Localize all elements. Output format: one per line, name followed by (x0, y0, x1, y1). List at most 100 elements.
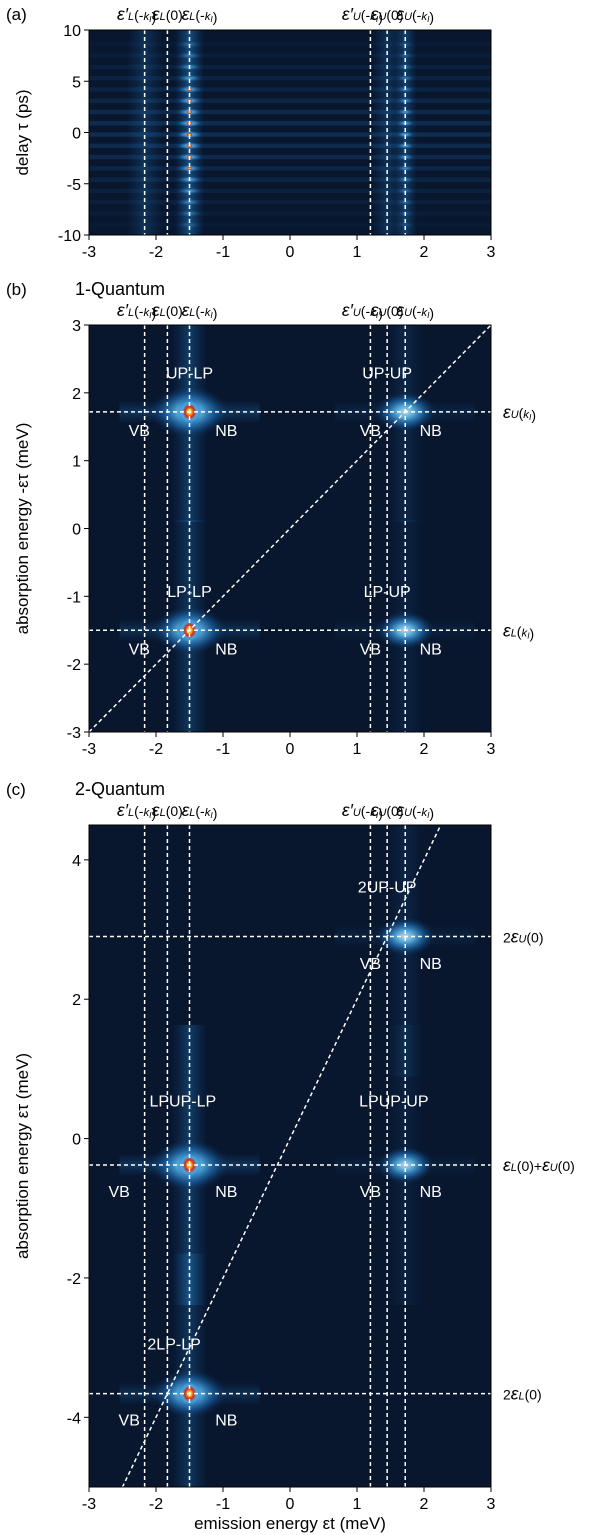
x-tick-label: -2 (149, 244, 163, 261)
vline-label: ε′U(-kI) (342, 800, 383, 821)
y-tick-label: -2 (67, 657, 81, 674)
y-tick-label: -3 (67, 725, 81, 742)
y-axis-label: absorption energy -ετ (meV) (13, 423, 32, 635)
fringe-spot (175, 198, 204, 207)
hline-label: 2εU(0) (503, 926, 544, 946)
vline-label: εU(-kI) (396, 800, 434, 821)
x-tick-label: 1 (353, 244, 362, 261)
x-tick-label: 3 (487, 1496, 496, 1513)
y-tick-label: -2 (67, 1271, 81, 1288)
heatmap-area (89, 30, 491, 235)
peak-annotation: NB (215, 1184, 237, 1201)
fringe-spot-u (395, 52, 416, 60)
x-tick-label: 2 (420, 741, 429, 758)
fringe-spot-u (395, 131, 416, 139)
fringe-spot (175, 220, 204, 229)
x-tick-label: -3 (82, 741, 96, 758)
vline-label: ε′L(-kI) (117, 800, 156, 821)
vline-label: εU(-kI) (396, 300, 434, 321)
hline-label: εL(0)+εU(0) (503, 1155, 575, 1175)
peak-annotation: NB (215, 642, 237, 659)
fringe-stripe (89, 177, 491, 182)
y-tick-label: 2 (72, 992, 81, 1009)
peak-annotation: VB (129, 642, 150, 659)
fringe-spot-u (395, 187, 416, 195)
fringe-stripe (89, 211, 491, 216)
diagonal-line (121, 825, 442, 1487)
y-tick-label: -10 (58, 228, 81, 245)
fringe-stripe (89, 154, 491, 160)
y-tick-label: 0 (72, 126, 81, 143)
peak-annotation: NB (215, 423, 237, 440)
peak-annotation: NB (420, 642, 442, 659)
fringe-spot-u (395, 74, 416, 82)
y-tick-label: 10 (63, 23, 81, 40)
vline-label: εU(-kI) (396, 4, 434, 25)
peak-annotation: VB (360, 956, 381, 973)
fringe-spot-u (395, 164, 416, 172)
fringe-spot (175, 51, 204, 60)
fringe-stripe (89, 75, 491, 81)
vline-label: ε′U(-kI) (342, 4, 383, 25)
fringe-hot (183, 131, 196, 139)
fringe-stripe (89, 98, 491, 103)
vline-label: εL(-kI) (182, 4, 218, 25)
fringe-spot-u (395, 221, 416, 229)
peak-annotation: LP-LP (167, 584, 211, 601)
panel-b: (b) 1-Quantum UP-LP VB NB UP-UP VB NB LP-LP VB NB L… (6, 279, 536, 758)
x-tick-label: 1 (353, 741, 362, 758)
y-tick-label: -1 (67, 589, 81, 606)
fringe-spot (175, 74, 204, 83)
diagonal-line (89, 325, 491, 732)
vline-label: εL(0) (152, 800, 183, 820)
y-tick-label: 0 (72, 522, 81, 539)
x-tick-label: 2 (420, 244, 429, 261)
peak-annotation: 2LP-LP (147, 1336, 200, 1353)
heatmap-area: 2UP-UP VB NB LPUP-LP LPUP-UP VB NB VB NB 2LP-LP VB… (89, 825, 491, 1487)
panel-subtitle: 2-Quantum (75, 779, 165, 799)
y-axis-label: delay τ (ps) (13, 89, 32, 175)
y-tick-label: -5 (67, 177, 81, 194)
vline-label: ε′L(-kI) (117, 4, 156, 25)
x-tick-label: 0 (286, 1496, 295, 1513)
fringe-stripe (89, 53, 491, 58)
heatmap-area: UP-LP VB NB UP-UP VB NB LP-LP VB NB LP-UP VB NB (89, 325, 491, 732)
peak-annotation: VB (360, 423, 381, 440)
x-tick-label: 0 (286, 741, 295, 758)
peak-annotation: VB (360, 642, 381, 659)
peak-annotation: LPUP-UP (359, 1093, 428, 1110)
x-tick-label: 3 (487, 244, 496, 261)
peak-annotation: NB (420, 956, 442, 973)
fringe-stripe (89, 188, 491, 194)
x-tick-label: 3 (487, 741, 496, 758)
peak-annotation: LPUP-LP (149, 1093, 216, 1110)
vline-label: εU(0) (371, 300, 404, 320)
peak-annotation: UP-UP (362, 365, 412, 382)
x-tick-label: -2 (149, 741, 163, 758)
x-tick-label: -1 (216, 244, 230, 261)
fringe-stripe (89, 143, 491, 149)
x-tick-label: -1 (216, 741, 230, 758)
vline-label: ε′U(-kI) (342, 300, 383, 321)
vline-label: ε′L(-kI) (117, 300, 156, 321)
y-tick-label: 1 (72, 454, 81, 471)
peak-annotation: 2UP-UP (358, 879, 417, 896)
vline-label: εL(-kI) (182, 300, 218, 321)
y-tick-label: 2 (72, 386, 81, 403)
x-tick-label: -3 (82, 244, 96, 261)
fringe-stripe (89, 222, 491, 227)
vline-label: εU(0) (371, 4, 404, 24)
fringe-hot (183, 164, 196, 172)
x-tick-label: 2 (420, 1496, 429, 1513)
peak-annotation: UP-LP (166, 365, 213, 382)
peak-annotation: NB (420, 423, 442, 440)
x-axis-label: emission energy εt (meV) (194, 1514, 386, 1533)
x-tick-label: 1 (353, 1496, 362, 1513)
panel-subtitle: 1-Quantum (75, 279, 165, 299)
vline-label: εU(0) (371, 800, 404, 820)
fringe-stripe (89, 166, 491, 171)
y-tick-label: 0 (72, 1132, 81, 1149)
peak-annotation: LP-UP (364, 584, 411, 601)
y-tick-label: -4 (67, 1410, 81, 1427)
